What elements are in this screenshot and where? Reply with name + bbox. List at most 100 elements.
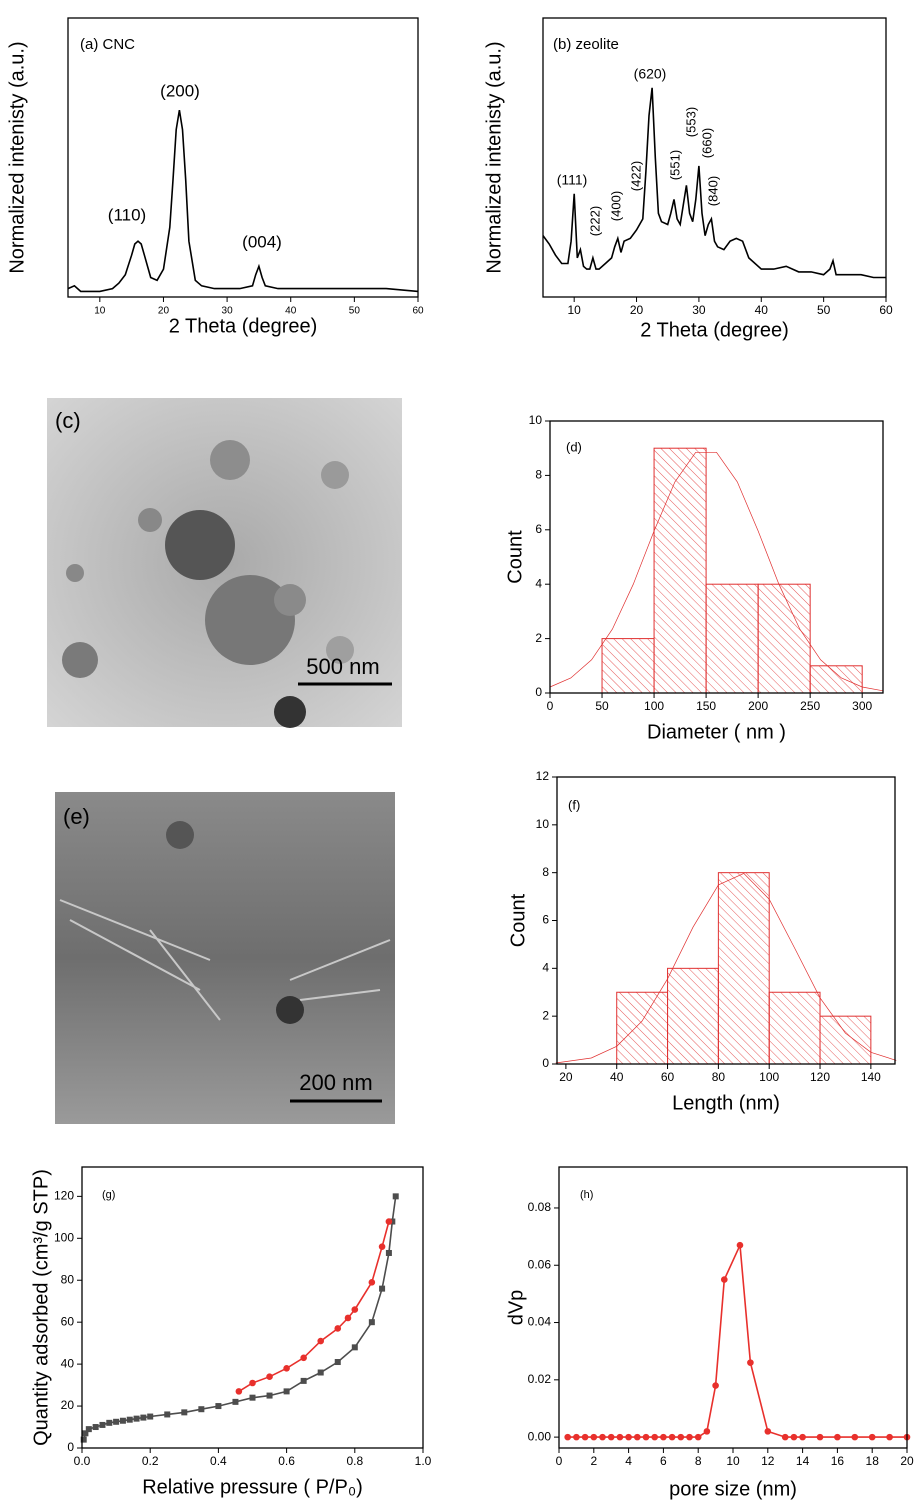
data-point (266, 1392, 273, 1399)
x-tick-label: 20 (900, 1454, 914, 1468)
data-point (181, 1409, 188, 1416)
data-point (351, 1306, 359, 1313)
data-point (590, 1433, 598, 1441)
plot-frame (549, 420, 884, 694)
annotation: (222) (587, 206, 602, 236)
histogram-bar (616, 991, 669, 1065)
data-point (781, 1433, 789, 1441)
annotation: (553) (683, 107, 698, 137)
y-tick-label: 8 (542, 865, 549, 879)
data-point (721, 1276, 728, 1283)
data-point (599, 1433, 606, 1441)
data-point (351, 1344, 358, 1351)
y-tick-label: 0.08 (528, 1200, 552, 1214)
x-tick-label: 0.0 (74, 1454, 91, 1468)
x-tick-label: 120 (810, 1070, 830, 1084)
x-tick-label: 8 (695, 1454, 702, 1468)
x-tick-label: 10 (94, 306, 106, 317)
y-tick-label: 6 (542, 913, 549, 927)
data-point (99, 1421, 106, 1428)
y-axis-label: Count (507, 893, 529, 947)
data-point (249, 1379, 256, 1387)
x-tick-label: 0.4 (210, 1454, 227, 1468)
data-point (249, 1394, 256, 1401)
annotation: (f) (568, 797, 580, 812)
data-point (625, 1433, 632, 1441)
scale-bar-label: 500 nm (306, 654, 379, 679)
panel: 0.0 0.2 0.4 0.6 0.8 1.0 0 20 40 60 80 100 120 Relativ… (30, 1166, 432, 1498)
x-tick-label: 4 (625, 1454, 632, 1468)
annotation: (g) (102, 1189, 115, 1201)
data-point (82, 1430, 89, 1437)
histogram-bar (757, 583, 811, 694)
data-line (542, 87, 886, 279)
data-point (133, 1415, 140, 1422)
x-tick-label: 0.8 (346, 1454, 363, 1468)
plot-frame (542, 17, 887, 298)
data-point (392, 1193, 399, 1200)
x-tick-label: 10 (568, 303, 582, 317)
y-tick-label: 0 (67, 1440, 74, 1454)
data-point (736, 1241, 744, 1249)
x-tick-label: 0 (556, 1454, 563, 1468)
data-point (164, 1411, 171, 1418)
histogram-bar (768, 991, 821, 1065)
data-point (651, 1433, 658, 1441)
plot-frame (556, 776, 896, 1065)
annotation: (620) (634, 66, 667, 82)
data-point (198, 1406, 205, 1413)
data-point (92, 1424, 99, 1431)
x-tick-label: 300 (852, 699, 872, 713)
data-point (581, 1433, 589, 1441)
x-tick-label: 200 (748, 699, 768, 713)
annotation: (a) CNC (80, 36, 135, 53)
y-tick-label: 0.06 (528, 1257, 552, 1271)
y-tick-label: 2 (542, 1008, 549, 1022)
data-point (886, 1433, 893, 1441)
data-point (368, 1319, 375, 1326)
data-point (283, 1365, 290, 1372)
histogram-bar (819, 1015, 872, 1065)
tem-image-c: (c) 500 nm (47, 398, 402, 728)
y-tick-label: 10 (529, 413, 543, 427)
data-point (834, 1433, 841, 1441)
data-point (747, 1359, 754, 1366)
histogram-bar (717, 872, 770, 1065)
data-point (119, 1417, 126, 1424)
data-point (368, 1279, 376, 1286)
data-point (703, 1428, 711, 1435)
annotation: (110) (108, 205, 146, 224)
plot-frame (81, 1166, 424, 1449)
data-point (317, 1369, 324, 1376)
data-point (85, 1426, 92, 1433)
x-tick-label: 30 (692, 303, 706, 317)
x-axis-label: Relative pressure ( P/P₀) (142, 1476, 363, 1498)
data-point (140, 1414, 147, 1421)
data-point (660, 1433, 667, 1441)
x-tick-label: 60 (879, 303, 893, 317)
data-point (378, 1243, 386, 1250)
x-tick-label: 30 (222, 306, 234, 317)
data-point (80, 1436, 87, 1443)
x-tick-label: 250 (800, 699, 820, 713)
y-axis-label: Quantity adsorbed (cm³/g STP) (30, 1169, 52, 1446)
data-point (607, 1433, 615, 1441)
x-tick-label: 60 (661, 1070, 675, 1084)
x-tick-label: 50 (595, 699, 609, 713)
data-point (126, 1416, 133, 1423)
plot-frame (67, 17, 419, 298)
data-line (238, 1221, 390, 1393)
data-point (300, 1377, 307, 1384)
histogram-bar (705, 583, 759, 694)
panel: 20 40 60 80 100 120 140 0 2 4 6 8 10 12 Length (nm) Cou… (507, 769, 897, 1114)
data-point (851, 1433, 859, 1441)
image-label: (c) (55, 408, 81, 433)
data-point (215, 1403, 222, 1410)
histogram-bar (601, 638, 655, 694)
y-axis-label: dVp (505, 1290, 527, 1326)
x-tick-label: 0.2 (142, 1454, 159, 1468)
y-tick-label: 80 (61, 1272, 75, 1286)
y-tick-label: 12 (536, 769, 550, 783)
plot-frame (558, 1166, 908, 1449)
